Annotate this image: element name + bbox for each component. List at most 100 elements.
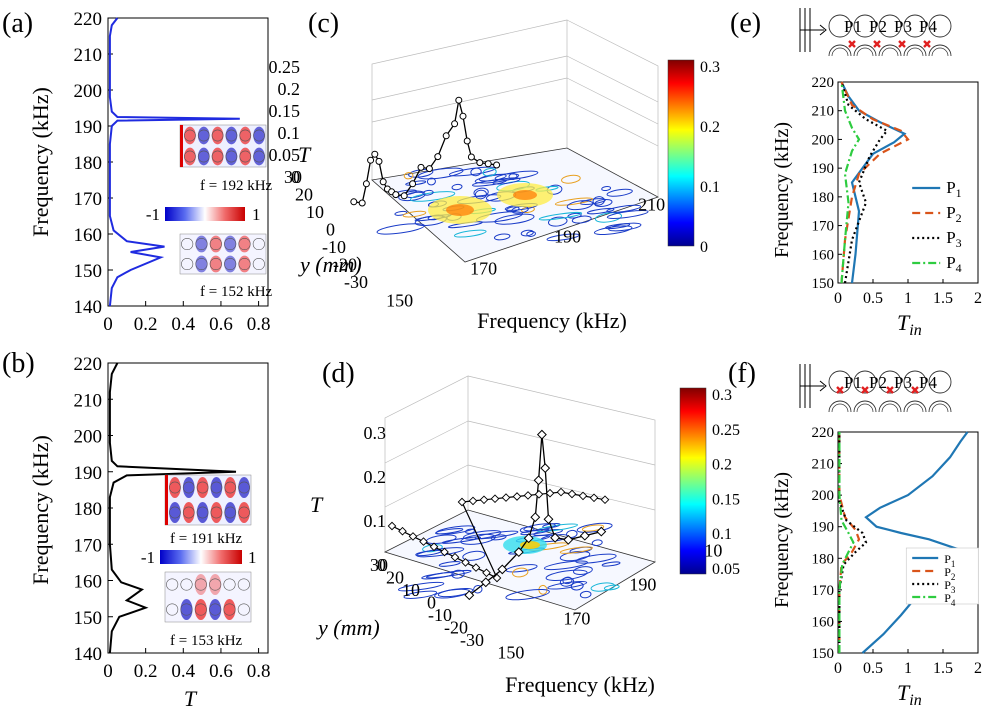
scatterer-cylinder xyxy=(238,481,250,494)
source-bar xyxy=(165,475,168,525)
field-lobe xyxy=(238,477,250,498)
scatterer-cylinder xyxy=(182,506,195,519)
contour-line xyxy=(482,167,497,177)
field-lobe xyxy=(225,147,238,166)
panel-b: (b) Frequency (kHz) 220 210 200 190 180 170 16… xyxy=(2,348,270,711)
panel-f-frame xyxy=(837,431,979,654)
panel-a-inset-top-label: f = 192 kHz xyxy=(200,178,273,194)
data-marker xyxy=(563,534,574,545)
ytick-label: 220 xyxy=(812,75,835,91)
probe-label: P2 xyxy=(869,17,887,36)
ztick-label: 0.05 xyxy=(269,145,301,165)
xtick-label: 0.6 xyxy=(209,314,233,335)
panel-c-zlabel: T xyxy=(298,142,312,167)
contour-line xyxy=(543,560,588,571)
contour-line xyxy=(402,210,427,218)
contour-line xyxy=(606,188,633,197)
panel-b-inset-top xyxy=(164,474,252,526)
xtick-label: 0.5 xyxy=(863,290,883,307)
data-marker xyxy=(434,153,442,161)
contour-line xyxy=(533,528,563,536)
scatterer-cylinder xyxy=(182,481,195,494)
probe-marker-cross xyxy=(861,386,869,394)
hotspot xyxy=(446,204,474,216)
panel-c: (c) 0.250.20.150.10.050 T 3020100-10-20-… xyxy=(269,8,721,333)
data-marker xyxy=(408,532,418,541)
scatterer-cylinder xyxy=(906,47,924,57)
xtick-label: 190 xyxy=(629,575,656,595)
panel-d-contour-floor xyxy=(383,509,657,611)
panel-e-xlabel: Tin xyxy=(897,310,922,339)
scatterer-cylinder xyxy=(903,14,927,38)
field-lobe xyxy=(224,255,237,273)
scatterer-cylinder xyxy=(238,257,251,271)
panel-f-probe-schematic: P1 P2 P3 P4 xyxy=(799,364,952,413)
panel-c-markers xyxy=(350,96,501,207)
contour-line xyxy=(471,179,507,187)
ytick-label: 220 xyxy=(74,354,103,375)
data-marker xyxy=(442,132,450,140)
mode-field-cells xyxy=(166,574,250,620)
panel-f: (f) P1 P2 P3 P4 Frequency (kHz) 22021020019… xyxy=(728,358,982,709)
scatterer-cylinder xyxy=(903,44,927,57)
field-lobe xyxy=(169,502,181,523)
contour-line xyxy=(538,212,583,221)
data-marker xyxy=(533,475,544,486)
xtick-label: 210 xyxy=(638,195,665,215)
xtick-label: 0 xyxy=(834,660,842,677)
ytick-label: 180 xyxy=(74,153,103,174)
data-marker xyxy=(358,199,366,207)
panel-e: (e) P1 P2 P3 P4 Frequency (kHz) 22021020019… xyxy=(730,8,982,339)
data-marker xyxy=(501,493,511,502)
xtick-label: 0.4 xyxy=(171,661,195,682)
probe-marker-cross xyxy=(836,386,844,394)
contour-line xyxy=(415,549,442,557)
xtick-label: 0.4 xyxy=(171,314,195,335)
scatterer-cylinder xyxy=(878,14,902,38)
contour-line xyxy=(546,233,580,242)
legend-label: P2 xyxy=(944,565,955,582)
grid-line xyxy=(566,99,659,147)
ytick-label: 30 xyxy=(284,167,302,187)
panel-c-letter: (c) xyxy=(308,8,339,39)
data-marker xyxy=(476,159,484,167)
data-marker xyxy=(482,568,491,578)
data-marker xyxy=(480,577,491,588)
ytick-label: 210 xyxy=(812,457,835,473)
ytick-label: 220 xyxy=(74,9,103,30)
colorbar-max-label: 1 xyxy=(248,548,257,567)
panel-b-yticks: 220 210 200 190 180 170 160 150 140 xyxy=(74,354,113,665)
xtick-label: 0 xyxy=(103,661,113,682)
data-marker xyxy=(497,564,508,575)
scatterer-cylinder xyxy=(252,257,265,271)
ytick-label: 200 xyxy=(812,488,835,504)
scatterer-cylinder xyxy=(853,400,877,413)
legend-label: P1 xyxy=(944,552,955,569)
ytick-label: 0 xyxy=(427,593,436,613)
ytick-label: 140 xyxy=(74,297,103,318)
colorbar-tick-label: 0.2 xyxy=(700,119,720,136)
field-lobe xyxy=(224,477,237,498)
grid-line xyxy=(467,464,656,511)
contour-line xyxy=(421,572,455,580)
probe-label: P4 xyxy=(919,17,937,36)
contour-line xyxy=(493,233,511,241)
xtick-label: 170 xyxy=(563,609,590,629)
data-marker xyxy=(512,492,522,501)
data-marker xyxy=(545,488,555,498)
panel-d-xlabel: Frequency (kHz) xyxy=(505,672,655,697)
data-marker xyxy=(556,487,566,497)
probe-marker-cross xyxy=(848,40,856,48)
contour-line xyxy=(505,564,538,573)
contour-line xyxy=(494,170,539,181)
field-lobe xyxy=(209,255,222,273)
scatterer-cylinder xyxy=(928,400,952,413)
ytick-label: 200 xyxy=(74,81,103,102)
data-marker xyxy=(398,526,407,536)
grid-line xyxy=(566,77,659,125)
field-lobe xyxy=(184,126,196,145)
panel-a-xticks: 0 0.2 0.4 0.6 0.8 xyxy=(103,301,270,335)
